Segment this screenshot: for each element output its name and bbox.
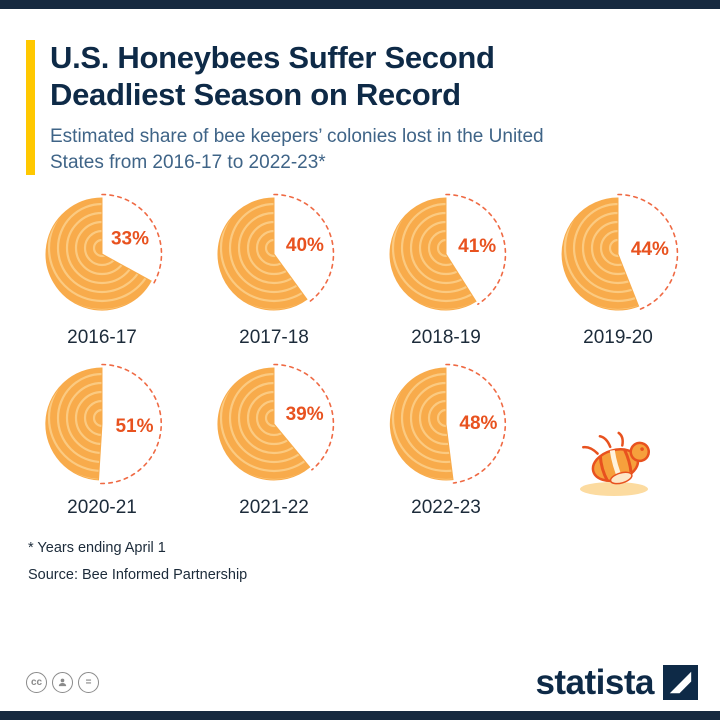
dead-bee-illustration	[532, 361, 704, 519]
honeycomb-pie: 51%	[45, 364, 163, 485]
honeycomb-pie: 39%	[217, 364, 335, 481]
pie-loss-value: 39%	[286, 404, 324, 425]
statista-logo-square	[663, 665, 698, 700]
pie-loss-value: 44%	[631, 239, 669, 260]
pie-year-label: 2018-19	[411, 327, 481, 349]
honeycomb-pie: 44%	[561, 194, 679, 311]
pie-chart-2019-20: 44% 2019-20	[532, 191, 704, 349]
pie-year-label: 2016-17	[67, 327, 137, 349]
chart-subtitle: Estimated share of bee keepers’ colonies…	[50, 124, 544, 175]
pie-chart-2021-22: 39% 2021-22	[188, 361, 360, 519]
title-accent-bar	[26, 40, 35, 176]
license-icons[interactable]: cc =	[26, 672, 99, 693]
header: U.S. Honeybees Suffer Second Deadliest Se…	[0, 0, 720, 181]
pie-loss-value: 41%	[458, 236, 496, 257]
pie-chart-2017-18: 40% 2017-18	[188, 191, 360, 349]
pie-year-label: 2017-18	[239, 327, 309, 349]
pie-grid: 33% 2016-17 40% 2017-18 41% 2018-19 44% …	[0, 181, 720, 519]
pie-chart-2020-21: 51% 2020-21	[16, 361, 188, 519]
honeycomb-pie: 40%	[217, 194, 335, 311]
pie-loss-value: 51%	[115, 416, 153, 437]
pie-year-label: 2019-20	[583, 327, 653, 349]
pie-chart-2022-23: 48% 2022-23	[360, 361, 532, 519]
title-line-1: U.S. Honeybees Suffer Second	[50, 40, 495, 75]
pie-chart-2018-19: 41% 2018-19	[360, 191, 532, 349]
honeycomb-pie: 41%	[389, 194, 507, 311]
pie-loss-value: 40%	[286, 235, 324, 256]
no-derivatives-icon[interactable]: =	[78, 672, 99, 693]
pie-loss-value: 48%	[459, 413, 497, 434]
statista-wordmark: statista	[535, 663, 654, 702]
header-text: U.S. Honeybees Suffer Second Deadliest Se…	[50, 40, 544, 175]
bottom-border-bar	[0, 711, 720, 720]
source-line: Source: Bee Informed Partnership	[28, 566, 248, 583]
footnotes: * Years ending April 1 Source: Bee Infor…	[0, 519, 720, 587]
pie-year-label: 2021-22	[239, 497, 309, 519]
honeycomb-pie: 48%	[389, 364, 507, 485]
subtitle-line-1: Estimated share of bee keepers’ colonies…	[50, 126, 544, 148]
pie-year-label: 2020-21	[67, 497, 137, 519]
title-line-2: Deadliest Season on Record	[50, 76, 461, 112]
top-border-bar	[0, 0, 720, 9]
statista-logo: statista	[535, 665, 698, 700]
cc-icon[interactable]: cc	[26, 672, 47, 693]
attribution-icon[interactable]	[52, 672, 73, 693]
bottom-row: cc = statista	[26, 665, 698, 700]
pie-year-label: 2022-23	[411, 497, 481, 519]
honeycomb-pie: 33%	[45, 194, 163, 311]
footnote-years: * Years ending April 1	[28, 540, 166, 557]
pie-loss-value: 33%	[111, 229, 149, 250]
dead-bee-icon	[580, 432, 650, 497]
person-icon	[58, 678, 67, 687]
page-title: U.S. Honeybees Suffer Second Deadliest Se…	[50, 40, 544, 113]
pie-chart-2016-17: 33% 2016-17	[16, 191, 188, 349]
subtitle-line-2: States from 2016-17 to 2022-23*	[50, 151, 326, 173]
